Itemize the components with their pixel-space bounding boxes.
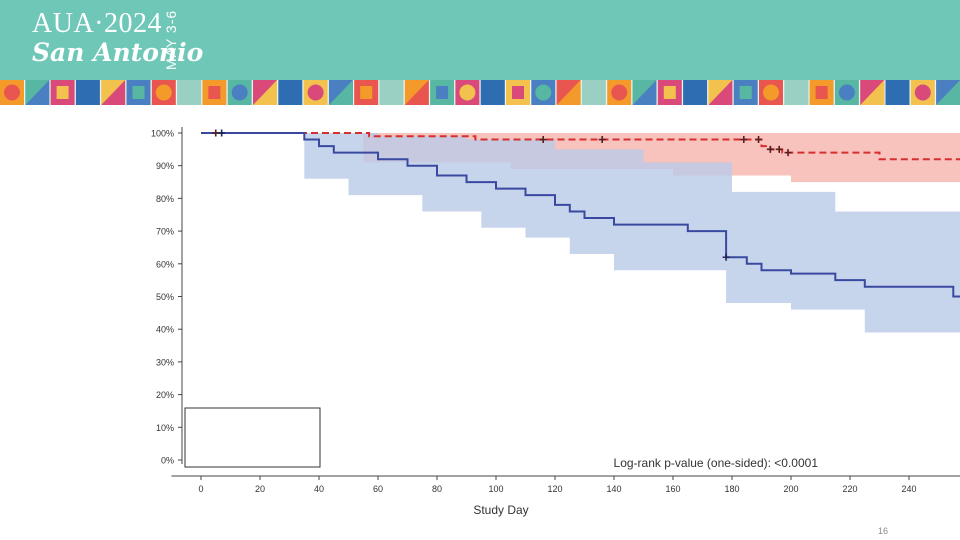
x-tick-label: 20: [255, 484, 265, 494]
x-axis-label: Study Day: [473, 503, 528, 517]
tile-triangle: [708, 80, 733, 105]
x-tick-label: 80: [432, 484, 442, 494]
tile-triangle: [860, 80, 885, 105]
tile-triangle: [480, 80, 505, 105]
tile-square: [891, 86, 904, 99]
x-tick-label: 180: [724, 484, 739, 494]
x-tick-label: 100: [488, 484, 503, 494]
tile-circle: [914, 84, 931, 101]
tile-square: [56, 86, 69, 99]
logo-title: AUA·2024: [32, 8, 162, 39]
tile-triangle: [404, 80, 429, 105]
x-tick-label: 140: [606, 484, 621, 494]
tile-square: [815, 86, 828, 99]
x-tick-label: 0: [198, 484, 203, 494]
x-tick-label: 160: [665, 484, 680, 494]
page-number: 16: [877, 526, 888, 536]
y-tick-label: 80%: [156, 194, 174, 204]
tile-triangle: [177, 80, 202, 105]
p-value-annotation: Log-rank p-value (one-sided): <0.0001: [614, 456, 819, 470]
tile-triangle: [25, 80, 50, 105]
tile-circle: [763, 84, 779, 101]
y-tick-label: 40%: [156, 325, 174, 335]
tile-circle: [459, 84, 476, 101]
tile-circle: [383, 84, 400, 101]
censor-mark: [218, 129, 226, 137]
x-tick-label: 60: [373, 484, 383, 494]
tile-triangle: [101, 80, 126, 105]
tile-circle: [687, 84, 704, 101]
tile-circle: [838, 84, 855, 101]
tile-triangle: [328, 80, 353, 105]
x-tick-label: 200: [783, 484, 798, 494]
tile-circle: [307, 84, 324, 101]
y-tick-label: 100%: [151, 129, 174, 139]
tile-circle: [79, 84, 96, 101]
tile-pattern-graphic: [0, 80, 960, 105]
tile-square: [360, 86, 373, 99]
y-tick-label: 0%: [161, 456, 174, 466]
header-banner: AUA·2024 San Antonio MAY 3-6: [0, 0, 960, 80]
tile-square: [284, 86, 297, 99]
censor-mark: [740, 136, 748, 144]
tile-circle: [4, 84, 20, 101]
y-tick-label: 10%: [156, 423, 174, 433]
tile-square: [739, 86, 752, 99]
tile-square: [208, 86, 221, 99]
tile-circle: [535, 84, 552, 101]
censor-mark: [212, 129, 220, 137]
confidence-band-2: [201, 133, 960, 333]
censor-mark: [755, 136, 763, 144]
tile-triangle: [253, 80, 277, 105]
y-tick-label: 90%: [156, 161, 174, 171]
tile-square: [587, 86, 600, 99]
y-tick-label: 60%: [156, 259, 174, 269]
y-tick-label: 30%: [156, 357, 174, 367]
legend-box: [184, 407, 321, 468]
y-tick-label: 20%: [156, 390, 174, 400]
tile-circle: [231, 84, 248, 101]
tile-circle: [611, 84, 628, 101]
x-tick-label: 120: [547, 484, 562, 494]
tile-square: [663, 86, 676, 99]
tile-square: [512, 86, 524, 99]
x-tick-label: 40: [314, 484, 324, 494]
tile-square: [132, 86, 145, 99]
x-tick-label: 240: [901, 484, 916, 494]
tile-circle: [155, 84, 172, 101]
tile-triangle: [556, 80, 581, 105]
censor-mark: [784, 149, 792, 157]
x-tick-label: 220: [842, 484, 857, 494]
y-tick-label: 50%: [156, 292, 174, 302]
censor-mark: [539, 136, 547, 144]
censor-mark: [722, 253, 730, 261]
tile-square: [436, 86, 449, 99]
survival-line-2: [201, 132, 960, 298]
tile-triangle: [784, 80, 809, 105]
tile-triangle: [936, 80, 960, 105]
survival-line-1: [201, 132, 960, 161]
tile-triangle: [632, 80, 657, 105]
censor-mark: [766, 145, 774, 153]
censor-mark: [775, 145, 783, 153]
y-tick-label: 70%: [156, 227, 174, 237]
logo-city: San Antonio: [32, 38, 204, 67]
decorative-tile-pattern: [0, 80, 960, 105]
censor-mark: [598, 136, 606, 144]
